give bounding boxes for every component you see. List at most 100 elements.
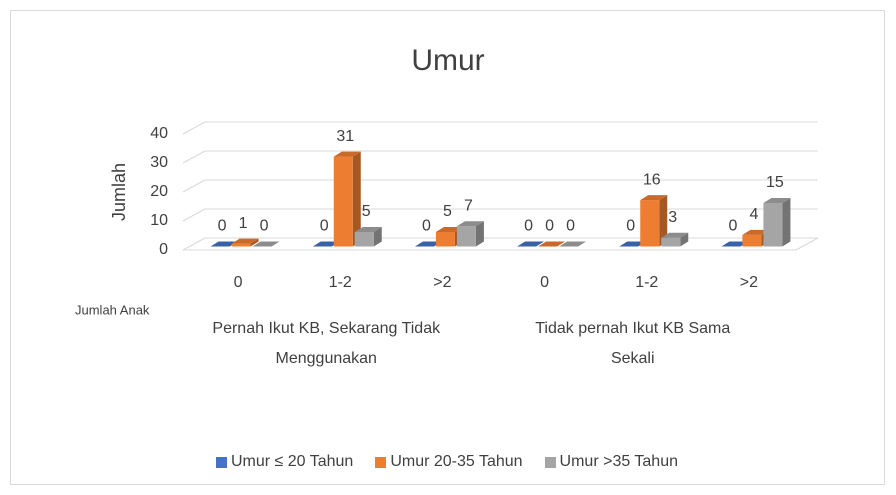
- bar: [763, 198, 791, 247]
- data-label: 5: [362, 203, 371, 220]
- bar-top: [517, 241, 545, 247]
- bar-top: [231, 238, 259, 244]
- bar-top: [640, 195, 668, 201]
- data-label: 0: [260, 218, 269, 235]
- bar: [559, 241, 587, 247]
- bar-front: [640, 200, 660, 247]
- x-tick-label: 0: [540, 274, 549, 291]
- grid-side: [182, 208, 206, 222]
- data-label: 0: [422, 218, 431, 235]
- legend-item: Umur 20-35 Tahun: [375, 453, 523, 471]
- y-tick-label: 30: [150, 154, 168, 171]
- data-label: 0: [626, 218, 635, 235]
- bar: [333, 151, 361, 247]
- bar-top: [354, 227, 382, 232]
- legend-item: Umur ≤ 20 Tahun: [215, 453, 354, 471]
- bar: [252, 241, 280, 247]
- bar: [538, 241, 566, 247]
- bar-top: [312, 241, 340, 247]
- bar: [231, 238, 259, 247]
- data-label: 15: [766, 174, 784, 191]
- data-label: 0: [320, 218, 329, 235]
- bar-top: [763, 198, 791, 203]
- grid-side: [182, 237, 206, 251]
- bar: [721, 241, 749, 247]
- bar: [210, 241, 238, 247]
- bar-front: [661, 237, 681, 247]
- data-label: 0: [218, 218, 227, 235]
- bar-side: [680, 232, 689, 247]
- x-axis-title: Jumlah Anak: [75, 302, 150, 317]
- y-tick-label: 10: [150, 212, 168, 229]
- bar: [661, 232, 689, 247]
- bar-side: [352, 151, 361, 247]
- bar-top: [538, 241, 566, 247]
- data-label: 0: [566, 218, 575, 235]
- bar-side: [782, 198, 791, 247]
- bar-front: [435, 232, 455, 247]
- bar: [414, 241, 442, 247]
- legend-label: Umur ≤ 20 Tahun: [230, 453, 354, 470]
- x-tick-label: 0: [234, 274, 243, 291]
- legend-swatch: [375, 456, 387, 468]
- bar-top: [559, 241, 587, 247]
- data-label: 31: [336, 128, 354, 145]
- bar-front: [742, 234, 762, 247]
- group-label: Tidak pernah Ikut KB Sama Sekali: [535, 320, 731, 367]
- x-tick-label: 1-2: [635, 274, 658, 291]
- bar-front: [456, 226, 476, 247]
- x-tick-label: >2: [433, 274, 451, 291]
- bar-top: [456, 221, 484, 227]
- bar-top: [721, 241, 749, 247]
- bar: [640, 195, 668, 247]
- bar: [354, 227, 382, 247]
- data-label: 0: [728, 218, 737, 235]
- bar: [312, 241, 340, 247]
- chart-title: Umur: [411, 44, 484, 77]
- grid-side: [182, 121, 206, 135]
- bar-top: [619, 241, 647, 247]
- legend-label: Umur >35 Tahun: [559, 453, 678, 470]
- x-tick-label: >2: [740, 274, 758, 291]
- legend-swatch: [544, 456, 556, 468]
- group-label: Pernah Ikut KB, Sekarang Tidak Menggunak…: [212, 320, 441, 367]
- y-tick-label: 20: [150, 183, 168, 200]
- grid-side: [182, 150, 206, 164]
- bar-side: [659, 195, 668, 247]
- legend-label: Umur 20-35 Tahun: [390, 453, 523, 470]
- bar-top: [742, 229, 770, 235]
- bar-top: [414, 241, 442, 247]
- legend-item: Umur >35 Tahun: [544, 453, 678, 471]
- bar: [456, 221, 484, 247]
- bar-side: [250, 238, 259, 247]
- data-label: 0: [545, 218, 554, 235]
- data-label: 0: [524, 218, 533, 235]
- y-axis-title: Jumlah: [109, 163, 129, 221]
- bar-front: [333, 156, 353, 247]
- legend: Umur ≤ 20 Tahun Umur 20-35 Tahun Umur >35 …: [10, 453, 884, 471]
- bar-top: [435, 227, 463, 232]
- bar-front: [763, 203, 783, 247]
- bar-front: [354, 232, 374, 247]
- bar-side: [373, 227, 382, 247]
- floor-right: [795, 237, 819, 251]
- legend-swatch: [215, 456, 227, 468]
- data-label: 1: [239, 215, 248, 232]
- grid-side: [182, 179, 206, 193]
- bar: [619, 241, 647, 247]
- x-tick-label: 1-2: [329, 274, 352, 291]
- bar: [517, 241, 545, 247]
- y-tick-label: 0: [159, 241, 168, 258]
- bar-top: [210, 241, 238, 247]
- bar-top: [333, 151, 361, 157]
- data-label: 7: [464, 197, 473, 214]
- data-label: 16: [643, 171, 661, 188]
- bar-side: [475, 221, 484, 247]
- data-label: 3: [668, 209, 677, 226]
- y-tick-label: 40: [150, 125, 168, 142]
- data-label: 4: [749, 206, 758, 223]
- bar-top: [252, 241, 280, 247]
- bar-top: [661, 232, 689, 238]
